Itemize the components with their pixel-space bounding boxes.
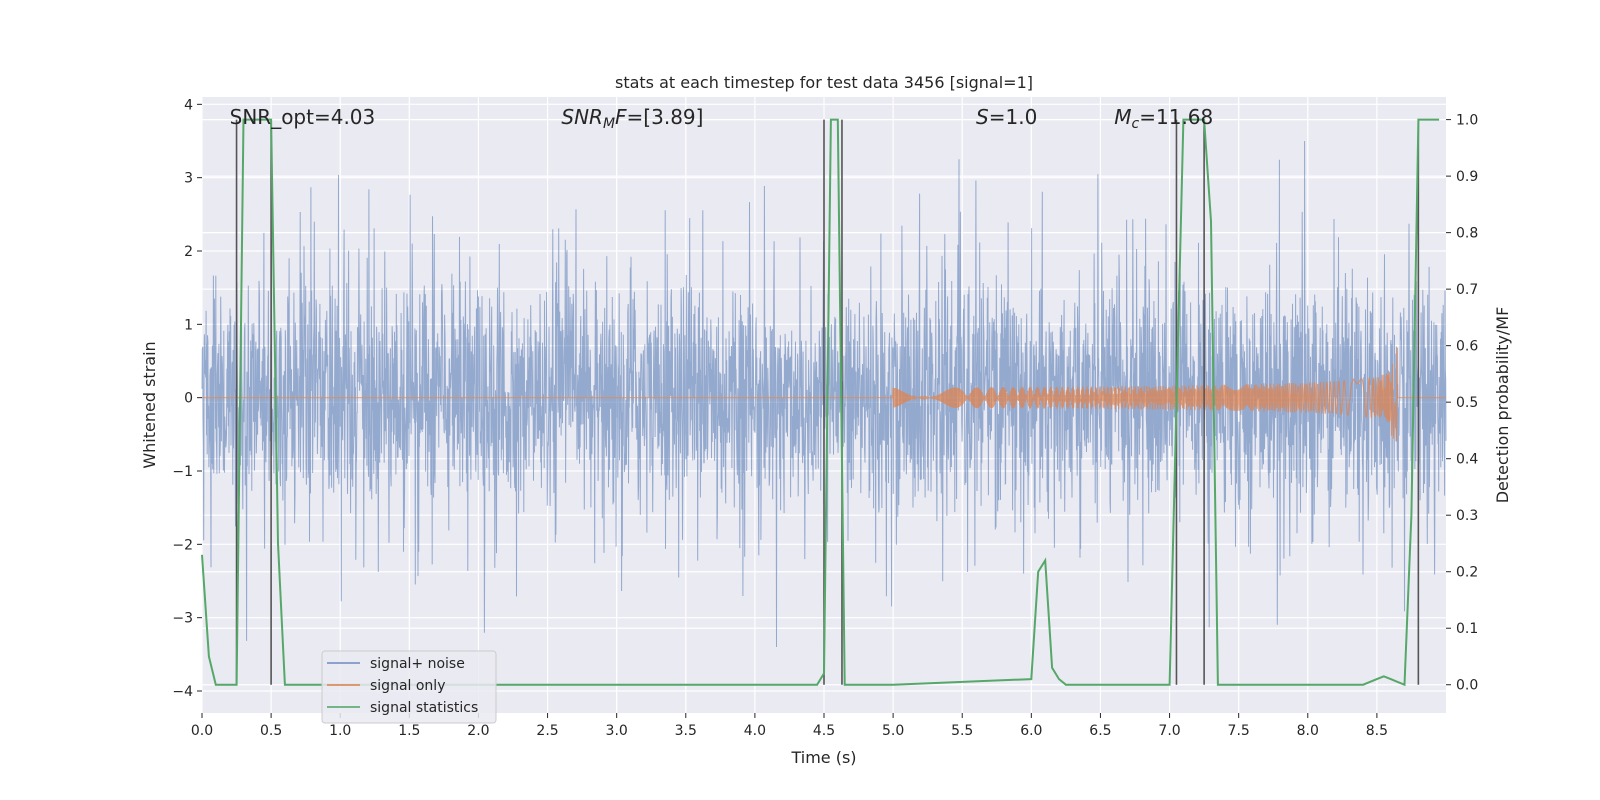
y2-tick-label: 0.2	[1456, 565, 1478, 581]
y2-tick-label: 0.5	[1456, 395, 1478, 411]
legend: signal+ noise signal only signal statist…	[321, 650, 497, 724]
y2-axis-label: Detection probability/MF	[1493, 307, 1512, 504]
x-tick-label: 7.0	[1158, 723, 1180, 739]
x-tick-label: 4.0	[744, 723, 766, 739]
signal-statistics-line	[201, 118, 1440, 687]
x-tick-label: 2.5	[536, 723, 558, 739]
x-tick-label: 5.5	[951, 723, 973, 739]
y-axis-label: Whitened strain	[140, 341, 159, 468]
y-tick-label: 1	[184, 317, 193, 333]
x-tick-label: 0.5	[260, 723, 282, 739]
chart-title: stats at each timestep for test data 345…	[615, 73, 1033, 92]
y-tick-label: −4	[172, 684, 193, 700]
y-tick-label: 4	[184, 97, 193, 113]
y-tick-label: −1	[172, 464, 193, 480]
y-tick-label: 0	[184, 391, 193, 407]
x-tick-label: 5.0	[882, 723, 904, 739]
y-tick-label: 3	[184, 171, 193, 187]
y2-tick-label: 0.8	[1456, 226, 1478, 242]
x-tick-label: 6.5	[1089, 723, 1111, 739]
y-tick-label: −2	[172, 537, 193, 553]
annotation-0: SNR_opt=4.03	[230, 105, 376, 129]
annotation-1: SNRMF=[3.89]	[561, 105, 703, 132]
y2-tick-label: 0.4	[1456, 452, 1478, 468]
y-tick-label: 2	[184, 244, 193, 260]
annotation-3: Mc=11.68	[1114, 105, 1213, 132]
x-tick-label: 6.0	[1020, 723, 1042, 739]
x-tick-label: 4.5	[813, 723, 835, 739]
x-tick-label: 8.5	[1366, 723, 1388, 739]
x-tick-label: 8.0	[1297, 723, 1319, 739]
y2-tick-label: 0.7	[1456, 282, 1478, 298]
x-tick-label: 1.5	[398, 723, 420, 739]
y-tick-label: −3	[172, 611, 193, 627]
x-tick-label: 1.0	[329, 723, 351, 739]
x-axis-label: Time (s)	[790, 748, 856, 767]
legend-label-signal-only: signal only	[370, 678, 445, 694]
x-tick-label: 3.5	[675, 723, 697, 739]
x-tick-label: 0.0	[191, 723, 213, 739]
axes: 0.0 0.5 1.0 1.5 2.0 2.5 3.0 3.5 4.0 4.5 5.0 5.5 6.0 6…	[172, 97, 1478, 739]
x-tick-label: 3.0	[606, 723, 628, 739]
series-signal-statistics	[201, 118, 1440, 687]
legend-label-signal-noise: signal+ noise	[370, 656, 465, 672]
y2-tick-label: 0.6	[1456, 339, 1478, 355]
y2-tick-label: 0.3	[1456, 508, 1478, 524]
y2-tick-label: 1.0	[1456, 113, 1478, 129]
x-tick-label: 7.5	[1228, 723, 1250, 739]
y2-tick-label: 0.1	[1456, 621, 1478, 637]
y2-tick-label: 0.9	[1456, 169, 1478, 185]
y2-tick-label: 0.0	[1456, 678, 1478, 694]
legend-label-signal-statistics: signal statistics	[370, 700, 478, 716]
annotations: SNR_opt=4.03 SNRMF=[3.89] S=1.0 Mc=11.68	[230, 105, 1214, 132]
x-tick-label: 2.0	[467, 723, 489, 739]
legend-box	[321, 650, 497, 724]
annotation-2: S=1.0	[976, 105, 1037, 129]
